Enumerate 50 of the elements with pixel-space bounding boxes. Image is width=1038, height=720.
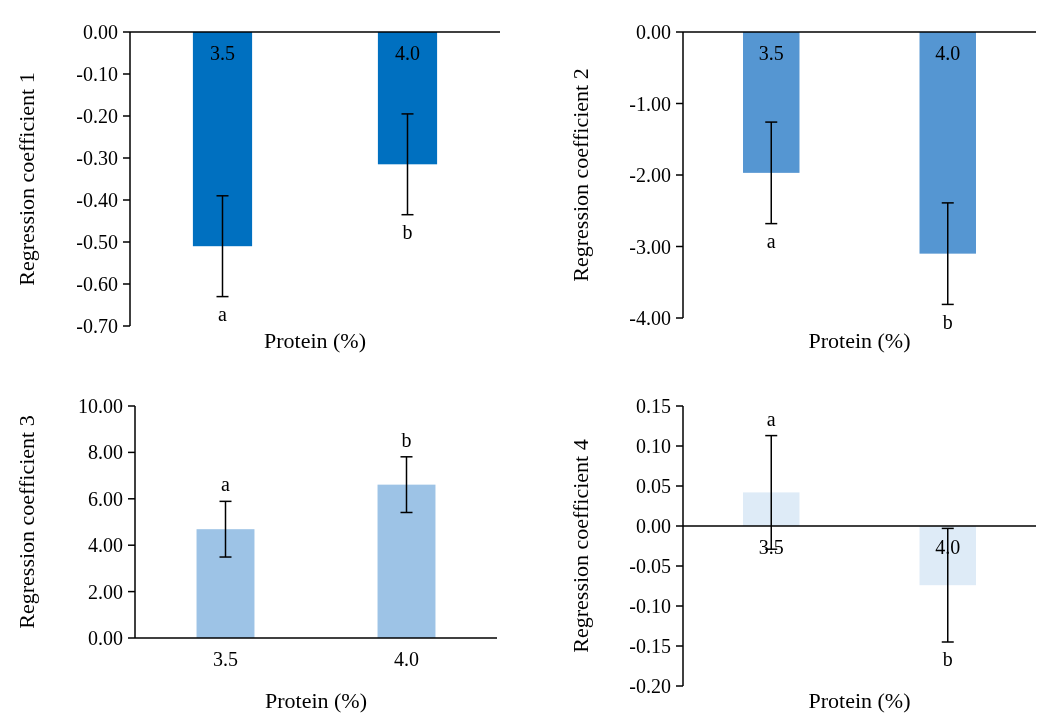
annotation: b (401, 428, 412, 451)
y-axis-title: Regression coefficient 1 (13, 72, 39, 286)
annotation: a (221, 473, 231, 496)
annotation: a (766, 407, 776, 430)
y-tick-label: -0.70 (76, 315, 118, 337)
x-axis-title: Protein (%) (264, 688, 368, 713)
y-tick-label: -0.20 (76, 105, 118, 127)
annotation: b (402, 221, 413, 244)
y-tick-label: 0.05 (636, 475, 671, 497)
y-tick-label: -1.00 (629, 92, 671, 115)
annotation: a (766, 230, 776, 253)
y-tick-label: 10.00 (78, 395, 123, 417)
x-axis-title: Protein (%) (808, 688, 911, 713)
y-tick-label: -0.10 (629, 595, 671, 617)
y-tick-label: 8.00 (88, 441, 123, 464)
y-tick-label: 0.00 (83, 21, 118, 43)
y-tick-label: 0.15 (636, 395, 671, 417)
y-tick-label: 0.00 (636, 21, 671, 43)
x-tick-label: 4.0 (395, 42, 420, 65)
annotation: b (942, 648, 953, 671)
y-tick-label: -4.00 (629, 307, 671, 329)
y-axis-title: Regression coefficient 2 (567, 68, 593, 282)
y-tick-label: -0.40 (76, 189, 118, 211)
x-tick-label: 3.5 (758, 42, 784, 65)
y-tick-label: 2.00 (88, 580, 123, 603)
y-tick-label: -0.10 (76, 63, 118, 85)
y-tick-label: -0.50 (76, 231, 118, 253)
x-tick-label: 3.5 (758, 536, 784, 559)
annotation: b (942, 310, 953, 333)
x-axis-title: Protein (%) (808, 328, 911, 353)
y-tick-label: -0.60 (76, 273, 118, 295)
y-tick-label: 0.00 (88, 627, 123, 649)
y-axis-title: Regression coefficient 3 (13, 415, 39, 629)
x-tick-label: 4.0 (935, 42, 961, 65)
y-tick-label: 0.10 (636, 435, 671, 457)
y-axis-title: Regression coefficient 4 (567, 439, 593, 653)
y-tick-label: 0.00 (636, 515, 671, 537)
x-tick-label: 3.5 (213, 648, 238, 671)
y-tick-label: -0.15 (629, 635, 671, 657)
y-tick-label: -0.30 (76, 147, 118, 169)
y-tick-label: -0.20 (629, 675, 671, 697)
y-tick-label: 6.00 (88, 487, 123, 510)
x-tick-label: 3.5 (210, 42, 235, 65)
y-tick-label: -2.00 (629, 164, 671, 186)
x-axis-title: Protein (%) (263, 328, 367, 353)
y-tick-label: -0.05 (629, 555, 671, 577)
annotation: a (218, 303, 228, 326)
y-tick-label: -3.00 (629, 235, 671, 258)
x-tick-label: 4.0 (394, 648, 419, 671)
y-tick-label: 4.00 (88, 534, 123, 557)
